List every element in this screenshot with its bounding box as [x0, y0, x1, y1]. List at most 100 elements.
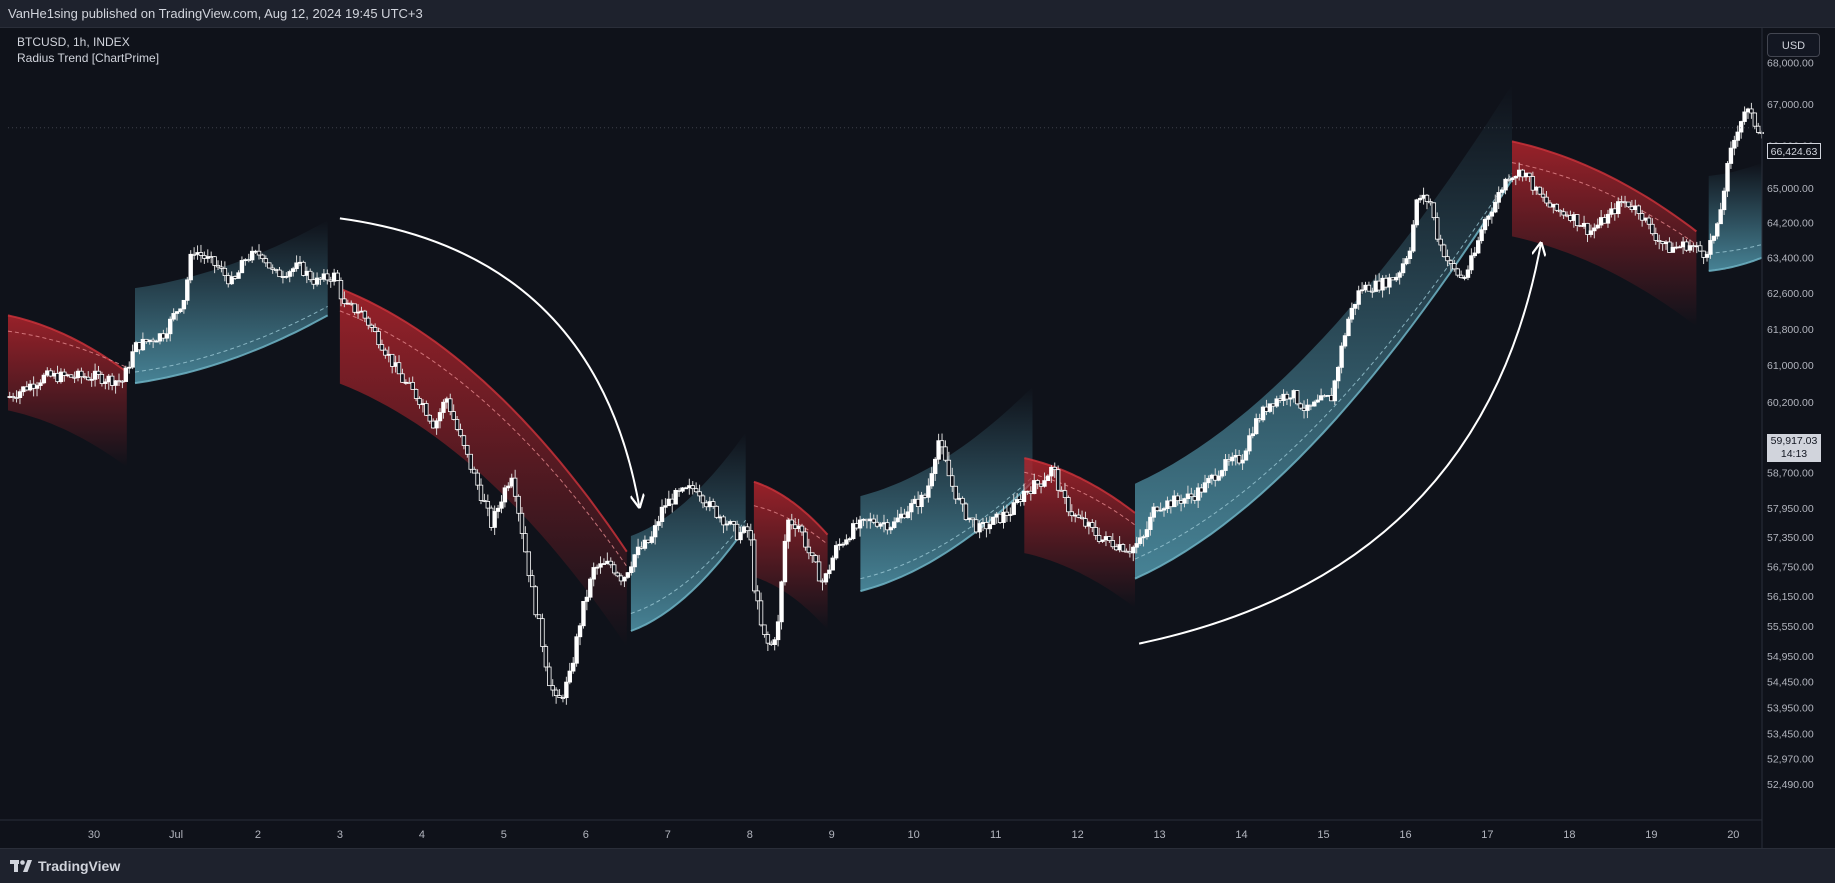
time-tick-label: 2: [255, 829, 261, 841]
bear-band-edge: [339, 287, 628, 553]
candle-up: [567, 670, 572, 683]
candle-up: [1489, 211, 1495, 217]
price-chart[interactable]: 68,000.0067,000.0066,000.0065,000.0064,2…: [0, 28, 1835, 848]
trend-arrow[interactable]: [339, 217, 639, 505]
price-tick-label: 57,950.00: [1767, 503, 1814, 515]
candle-up: [1274, 398, 1279, 407]
candle-down: [454, 419, 460, 430]
candle-down: [1530, 176, 1536, 191]
candle-up: [892, 521, 897, 528]
candle-down: [1093, 527, 1098, 536]
candle-up: [909, 503, 914, 513]
candle-down: [342, 298, 347, 304]
candle-down: [1298, 403, 1303, 409]
bear-band: [1024, 458, 1135, 608]
time-tick-label: 13: [1153, 829, 1165, 841]
candle-down: [461, 435, 467, 446]
candle-up: [929, 473, 934, 487]
candle-down: [550, 685, 555, 691]
candle-down: [611, 564, 617, 574]
trend-arrow[interactable]: [1138, 245, 1541, 645]
band-center-line: [860, 476, 1033, 580]
candle-down: [755, 590, 760, 602]
candle-up: [502, 487, 508, 503]
candle-down: [417, 398, 422, 406]
candle-up: [89, 378, 94, 381]
candle-up: [1260, 406, 1266, 421]
candle-up: [1312, 401, 1317, 407]
candle-up: [775, 621, 781, 641]
candle-down: [1544, 196, 1549, 204]
candle-up: [1144, 529, 1150, 538]
currency-button[interactable]: USD: [1767, 33, 1820, 57]
candle-up: [1732, 139, 1737, 149]
candle-down: [1189, 493, 1194, 498]
candle-up: [229, 276, 234, 285]
candle-down: [277, 269, 282, 278]
candle-down: [1554, 203, 1559, 211]
candle-up: [1250, 433, 1256, 437]
time-tick-label: 30: [88, 829, 100, 841]
candle-up: [1411, 224, 1416, 252]
candle-down: [560, 697, 566, 700]
price-tick-label: 61,000.00: [1767, 360, 1814, 372]
candle-up: [663, 505, 668, 508]
candle-down: [451, 411, 456, 420]
candle-down: [752, 539, 757, 592]
candle-down: [1004, 511, 1010, 516]
candle-up: [1305, 404, 1310, 411]
price-tick-label: 56,150.00: [1767, 591, 1814, 603]
candle-down: [1154, 506, 1160, 512]
candle-up: [168, 318, 173, 335]
candle-down: [536, 614, 542, 620]
candle-up: [1394, 276, 1399, 281]
candle-down: [424, 403, 429, 416]
candle-up: [154, 340, 159, 343]
candle-down: [950, 475, 955, 487]
candle-up: [1496, 192, 1501, 203]
candle-up: [635, 546, 641, 556]
candle-up: [1223, 459, 1228, 471]
candle-up: [127, 366, 132, 369]
candle-down: [526, 551, 532, 577]
price-tick-label: 56,750.00: [1767, 561, 1814, 573]
candle-up: [1349, 307, 1355, 320]
candle-down: [267, 262, 272, 269]
footer: TradingView: [0, 848, 1835, 883]
candle-down: [376, 331, 381, 346]
candle-up: [851, 523, 856, 540]
publish-text: VanHe1sing published on TradingView.com,…: [8, 6, 423, 21]
candle-down: [335, 272, 340, 281]
candle-down: [1657, 240, 1662, 242]
candle-down: [1079, 516, 1085, 520]
candle-up: [1335, 366, 1341, 382]
chart-area[interactable]: 68,000.0067,000.0066,000.0065,000.0064,2…: [0, 28, 1835, 848]
candle-up: [827, 569, 832, 575]
candle-up: [1400, 263, 1406, 274]
time-tick-label: 15: [1317, 829, 1329, 841]
candle-down: [1295, 390, 1300, 405]
candle-up: [847, 538, 853, 541]
candle-down: [1441, 244, 1447, 258]
candle-up: [1032, 480, 1037, 495]
candle-down: [939, 440, 945, 448]
candle-down: [721, 516, 726, 526]
time-tick-label: 6: [583, 829, 589, 841]
cursor-countdown: 14:13: [1780, 448, 1808, 460]
candle-up: [779, 581, 784, 623]
candle-down: [765, 634, 771, 644]
bear-band-edge: [753, 480, 829, 536]
candle-up: [1708, 240, 1713, 255]
candle-down: [1445, 256, 1450, 262]
candle-up: [936, 440, 941, 460]
candle-up: [830, 557, 835, 571]
tradingview-logo[interactable]: TradingView: [10, 858, 120, 874]
candle-down: [362, 310, 368, 319]
bear-band: [753, 481, 828, 630]
price-tick-label: 60,200.00: [1767, 397, 1814, 409]
candle-down: [1653, 233, 1658, 241]
price-tick-label: 65,000.00: [1767, 183, 1814, 195]
candle-up: [1254, 418, 1259, 435]
candle-up: [239, 260, 245, 274]
bull-band: [630, 432, 746, 631]
